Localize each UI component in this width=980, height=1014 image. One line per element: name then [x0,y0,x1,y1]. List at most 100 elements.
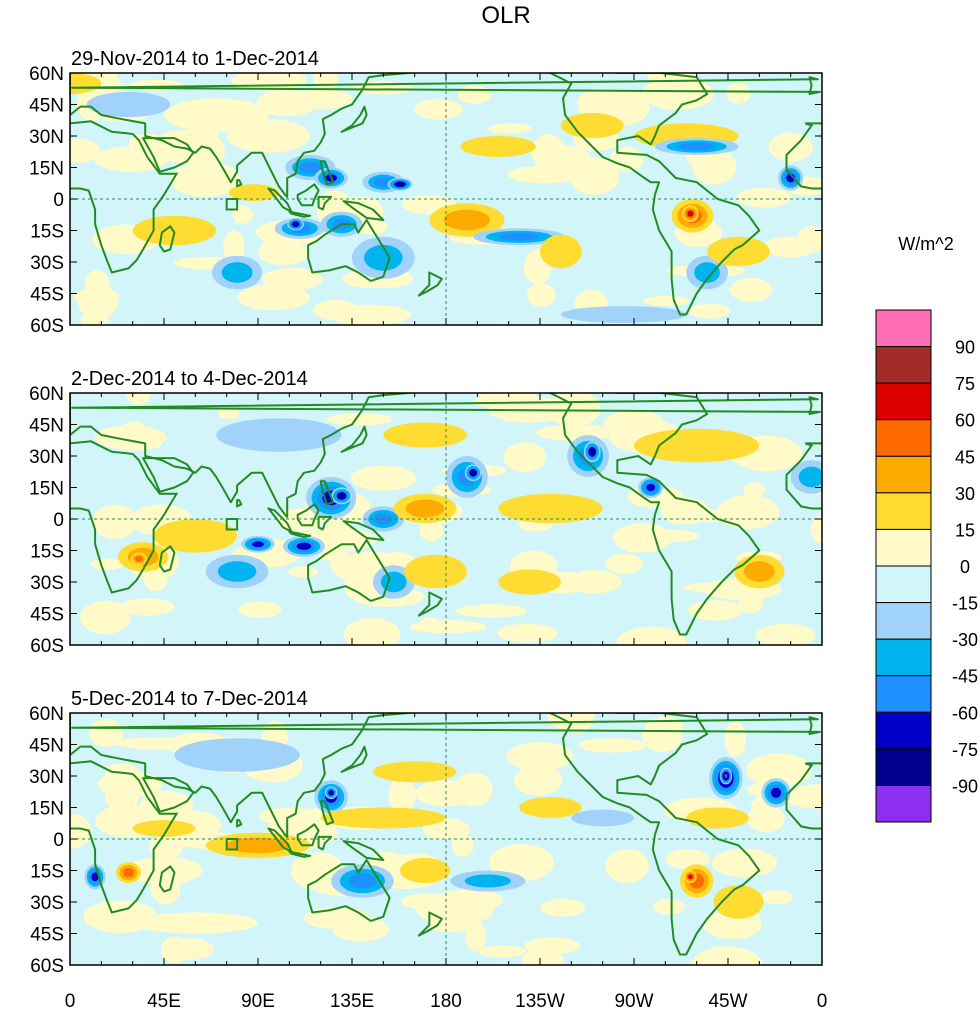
colorbar-tick-label: -45 [952,667,978,687]
coastline [417,271,443,297]
field-patch [478,945,527,958]
field-patch [796,226,822,254]
coastline [158,865,176,893]
anomaly-contour [470,470,476,476]
anomaly-cell [153,129,217,164]
colorbar-swatch [875,565,932,604]
field-patch [217,407,240,420]
coastline [785,442,822,510]
field-patch [414,99,463,120]
field-patch [726,82,751,104]
coastline [319,800,335,826]
field-patch [150,871,181,905]
field-patch [326,413,394,426]
coastline [307,219,391,282]
anomaly-contour [225,837,291,854]
field-patch [170,161,241,197]
anomaly-cell [226,119,311,153]
colorbar-tick-label: 30 [955,484,975,504]
colorbar-tick-label: -15 [952,594,978,614]
colorbar-swatch [875,492,932,530]
field-patch [578,738,647,753]
y-tick-label: 15S [30,862,64,883]
y-tick-label: 15N [29,159,64,180]
anomaly-cell [540,234,582,269]
coastline [236,179,243,188]
anomaly-contour [228,184,279,202]
field-patch [783,784,822,809]
field-patch [604,553,644,574]
colorbar-swatch [875,382,932,421]
anomaly-cell [132,215,217,246]
coastline [71,396,821,415]
anomaly-cell [393,493,457,524]
anomaly-contour [174,738,300,772]
field-patch [641,720,683,752]
anomaly-cell [320,807,447,829]
y-tick-label: 60S [30,956,64,977]
anomaly-contour [122,867,135,878]
anomaly-contour [443,209,491,231]
anomaly-contour [405,499,445,518]
colorbar-swatch [875,309,932,348]
coastline [542,393,761,636]
anomaly-cell [429,203,505,237]
field-patch [691,946,763,965]
anomaly-cell [560,112,624,139]
anomaly-contour [329,791,333,795]
anomaly-contour [678,142,716,151]
field-patch [735,187,792,208]
field-patch [660,497,711,525]
anomaly-cell [583,441,601,463]
anomaly-contour [560,112,624,139]
colorbar-swatch [875,638,932,677]
field-patch [237,284,310,311]
field-patch [513,765,563,796]
anomaly-cell [400,857,451,884]
region-box [225,838,239,851]
anomaly-cell [519,797,582,818]
anomaly-contour [707,236,770,267]
chart-title: OLR [481,2,530,29]
olr-field [70,73,822,325]
anomaly-contour [299,161,322,174]
y-tick-label: 45N [29,416,64,437]
coastlines [70,713,822,956]
field-patch [90,558,124,571]
field-patch [535,145,593,179]
y-tick-label: 0 [53,190,64,211]
y-tick-label: 60N [29,384,64,405]
anomaly-cell [205,554,269,589]
field-patch [232,205,254,224]
y-tick-label: 60N [29,704,64,725]
anomaly-cell [174,738,300,772]
anomaly-cell [372,761,457,783]
panel-date-label: 2-Dec-2014 to 4-Dec-2014 [71,368,308,390]
anomaly-cell [387,178,413,191]
colorbar-swatch [875,346,932,384]
anomaly-cell [331,864,394,898]
field-patch [540,898,586,917]
field-patch [688,303,731,319]
anomaly-cell [713,885,764,919]
field-patch [88,718,124,748]
coastline [142,457,195,493]
field-patch [350,465,417,491]
field-patch [755,623,816,645]
field-patch [115,737,189,750]
region-box [225,198,239,211]
anomaly-contour [91,872,99,882]
field-patch [287,89,353,110]
field-patch [70,138,101,163]
y-tick-label: 15S [30,542,64,563]
anomaly-contour [460,136,536,157]
field-patch [287,566,319,578]
field-patch [458,85,492,104]
coastline [142,777,195,813]
coastline [319,160,335,186]
anomaly-cell [283,535,325,557]
y-tick-label: 15S [30,222,64,243]
colorbar-swatch [875,784,932,823]
anomaly-contour [293,222,298,226]
x-tick-label: 135E [330,991,374,1012]
